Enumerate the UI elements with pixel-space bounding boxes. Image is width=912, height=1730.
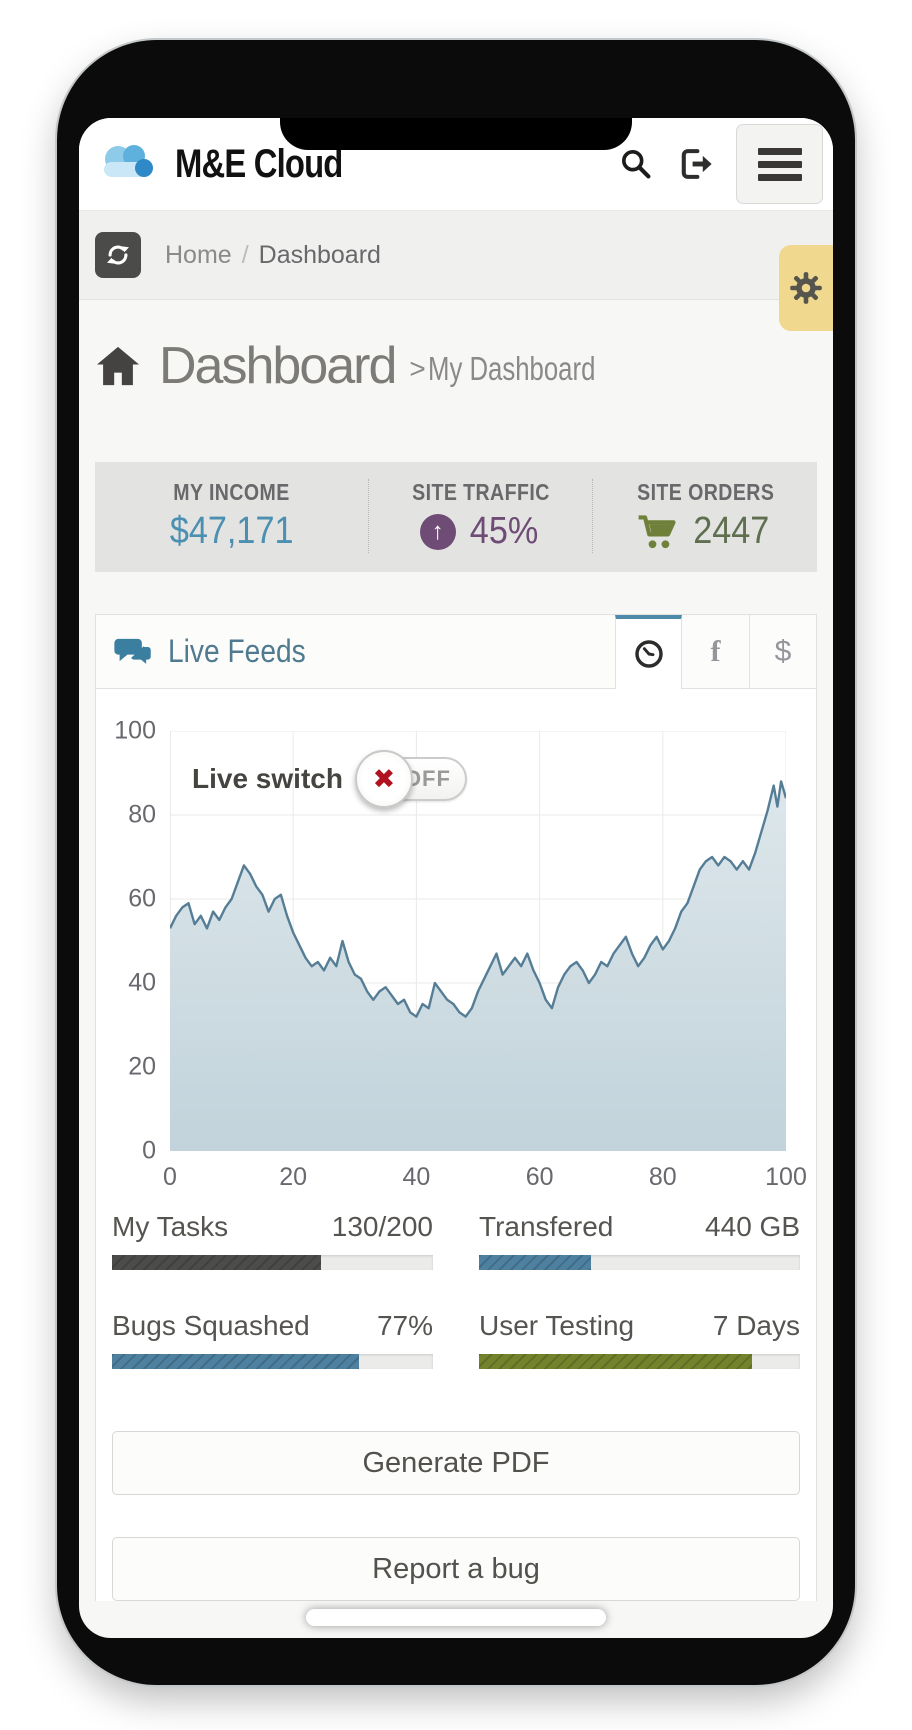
progress-bar [479, 1354, 800, 1369]
progress-bar [112, 1255, 433, 1270]
home-icon [95, 345, 141, 387]
home-indicator [306, 1609, 606, 1626]
tab-dollar[interactable]: $ [749, 615, 816, 689]
toggle-knob: ✖ [354, 750, 413, 808]
notch [280, 118, 632, 150]
chart-plot-area: 0 20 40 60 80 100 Live switch OFF ✖ [114, 717, 786, 1165]
y-tick-label: 20 [128, 1052, 156, 1081]
live-switch-toggle[interactable]: OFF ✖ [354, 750, 467, 808]
y-tick-label: 60 [128, 884, 156, 913]
live-switch-label: Live switch [192, 763, 343, 794]
live-chart: 0 20 40 60 80 100 Live switch OFF ✖ 0 20 40 60 80… [96, 689, 816, 1199]
actions: Generate PDF Report a bug [112, 1431, 800, 1601]
stat-label: MY INCOME [173, 479, 290, 505]
stat-value: $47,171 [169, 510, 294, 552]
progress-name: Bugs Squashed [112, 1310, 310, 1341]
breadcrumb-home[interactable]: Home [165, 240, 232, 269]
stat-site-traffic: SITE TRAFFIC ↑ 45% [367, 479, 593, 553]
cross-icon: ✖ [372, 763, 396, 794]
page-subtitle: My Dashboard [427, 350, 596, 387]
search-icon[interactable] [618, 146, 654, 182]
phone-screen: M&E Cloud [79, 118, 833, 1638]
progress-bugs-squashed: Bugs Squashed 77% [112, 1310, 433, 1369]
breadcrumb-current: Dashboard [258, 240, 381, 269]
phone-frame: M&E Cloud [57, 40, 855, 1685]
progress-grid: My Tasks 130/200 Transfered 440 GB Bugs … [112, 1211, 800, 1369]
progress-value: 130/200 [331, 1211, 433, 1242]
stat-label: SITE ORDERS [636, 479, 774, 505]
x-axis-labels: 0 20 40 60 80 100 [163, 1151, 807, 1199]
progress-name: User Testing [479, 1310, 635, 1341]
stat-value: ↑ 45% [369, 510, 593, 553]
live-switch: Live switch OFF ✖ [192, 750, 467, 808]
tab-facebook[interactable]: f [682, 615, 749, 689]
x-tick-label: 60 [525, 1163, 554, 1191]
live-feeds-panel: Live Feeds f $ [95, 614, 817, 1601]
panel-header: Live Feeds f $ [96, 615, 816, 689]
progress-value: 440 GB [705, 1211, 800, 1242]
settings-tab[interactable] [779, 245, 833, 331]
progress-user-testing: User Testing 7 Days [479, 1310, 800, 1369]
x-tick-label: 100 [765, 1163, 807, 1191]
x-tick-label: 0 [163, 1163, 177, 1191]
progress-bar [112, 1354, 433, 1369]
chat-bubbles-icon [114, 638, 153, 668]
breadcrumb-bar: Home / Dashboard [79, 210, 833, 331]
page-heading: Dashboard > My Dashboard [95, 336, 817, 396]
progress-my-tasks: My Tasks 130/200 [112, 1211, 433, 1270]
clock-icon [634, 640, 663, 668]
menu-button[interactable] [736, 124, 823, 204]
shopping-cart-icon [638, 514, 676, 548]
sign-out-icon[interactable] [676, 146, 716, 182]
page-title: Dashboard [159, 337, 397, 395]
progress-name: Transfered [479, 1211, 614, 1242]
progress-name: My Tasks [112, 1211, 229, 1242]
gear-icon [790, 272, 822, 304]
y-tick-label: 100 [114, 716, 156, 745]
report-bug-button[interactable]: Report a bug [112, 1537, 800, 1601]
y-tick-label: 40 [128, 968, 156, 997]
y-tick-label: 0 [142, 1136, 156, 1165]
progress-transfered: Transfered 440 GB [479, 1211, 800, 1270]
page-subtitle-separator: > [409, 353, 426, 384]
stats-bar: MY INCOME $47,171 SITE TRAFFIC ↑ 45% SIT… [95, 462, 817, 572]
y-tick-label: 80 [128, 800, 156, 829]
refresh-button[interactable] [95, 232, 141, 278]
progress-value: 7 Days [712, 1310, 800, 1341]
tab-live-clock[interactable] [615, 615, 682, 689]
breadcrumb: Home / Dashboard [165, 241, 381, 270]
breadcrumb-separator: / [241, 240, 249, 269]
panel-title-area: Live Feeds [96, 615, 615, 689]
x-tick-label: 20 [279, 1163, 308, 1191]
x-tick-label: 80 [648, 1163, 677, 1191]
panel-title: Live Feeds [168, 633, 306, 669]
refresh-icon [107, 245, 129, 265]
stat-label: SITE TRAFFIC [411, 479, 550, 505]
generate-pdf-button[interactable]: Generate PDF [112, 1431, 800, 1495]
progress-value: 77% [376, 1310, 433, 1341]
area-chart-svg [170, 731, 786, 1151]
progress-bar [479, 1255, 800, 1270]
stat-my-income: MY INCOME $47,171 [95, 479, 368, 553]
stat-site-orders: SITE ORDERS 2447 [592, 479, 817, 553]
x-tick-label: 40 [402, 1163, 431, 1191]
arrow-up-circle-icon: ↑ [419, 513, 456, 550]
stat-value: 2447 [593, 510, 817, 553]
cloud-logo-icon [95, 141, 161, 187]
